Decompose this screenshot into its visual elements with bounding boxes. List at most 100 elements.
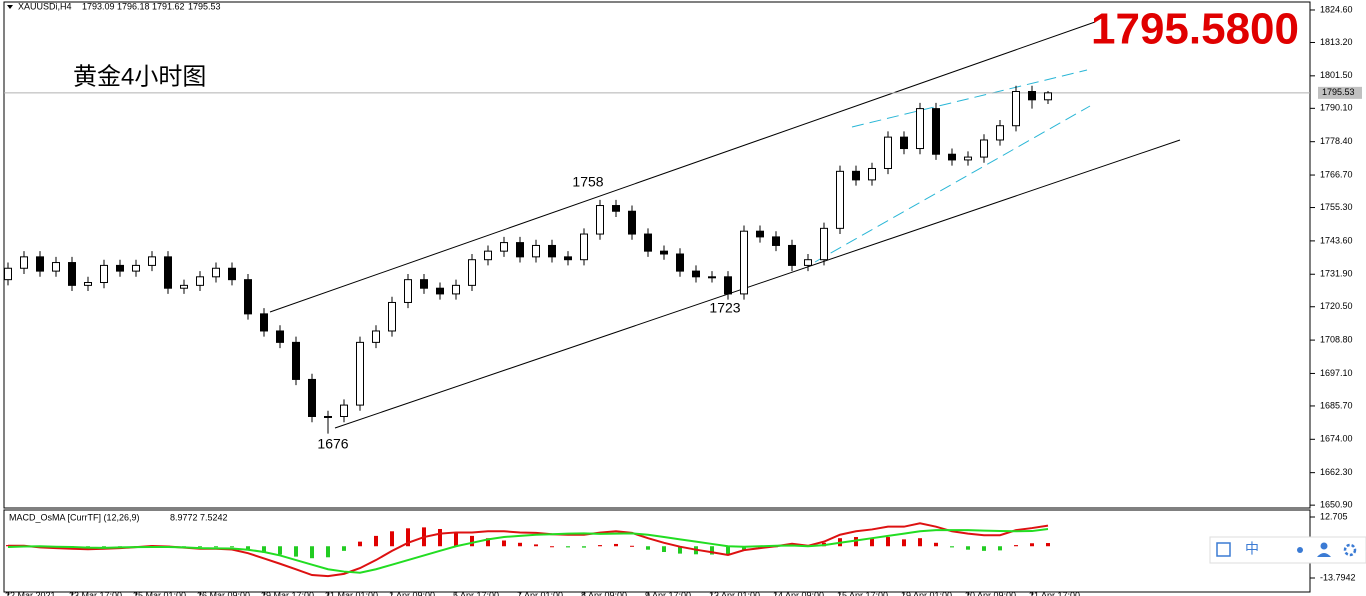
toolbar-ime[interactable]: 中 [1245,541,1259,557]
candle-body [372,330,380,343]
y-tick-label: 1697.10 [1320,368,1353,378]
histogram-bar [518,542,522,547]
candle-body [228,267,236,281]
x-tick-label: 20 Apr 09:00 [965,590,1016,596]
x-tick-label: 22 Mar 2021 [5,590,56,596]
x-tick-label: 13 Apr 01:00 [709,590,760,596]
candle-body [196,276,204,286]
histogram-bar [310,546,314,559]
candle-body [244,279,252,315]
y-tick-label: 1790.10 [1320,103,1353,113]
candle-body [420,279,428,289]
last-price-label: 1795.53 [1322,87,1355,97]
x-tick-label: 21 Apr 17:00 [1029,590,1080,596]
candle-body [52,262,60,272]
candle-body [4,267,12,281]
channel-upper [269,21,1096,313]
histogram-bar [214,546,218,548]
candle-body [916,108,924,150]
x-tick-label: 9 Apr 17:00 [645,590,691,596]
histogram-bar [966,546,970,550]
histogram-bar [390,531,394,547]
y-tick-label: 1743.60 [1320,235,1353,245]
candle-body [84,282,92,286]
wedge-lower [814,105,1091,263]
candle-body [388,301,396,332]
y-tick-label: 1731.90 [1320,269,1353,279]
histogram-bar [438,528,442,547]
candle-body [996,125,1004,141]
histogram-bar [918,538,922,547]
candle-body [260,313,268,332]
toolbar-icon[interactable] [1297,547,1303,553]
toolbar: 中 [1209,536,1366,564]
y-tick-label: 1755.30 [1320,202,1353,212]
candle-body [1044,92,1052,101]
candle-body [804,259,812,266]
x-tick-label: 25 Mar 01:00 [133,590,186,596]
indicator-name: MACD_OsMA [CurrTF] (12,26,9) [9,512,140,522]
y-tick-label: 1766.70 [1320,169,1353,179]
y-tick-label: 1813.20 [1320,37,1353,47]
x-tick-label: 5 Apr 17:00 [453,590,499,596]
candle-body [932,108,940,155]
candle-body [564,256,572,261]
y-tick-label: 1674.00 [1320,434,1353,444]
candle-body [212,267,220,278]
histogram-bar [278,546,282,555]
histogram-bar [902,539,906,547]
toolbar-icon[interactable] [1343,543,1357,557]
candle-body [964,156,972,161]
histogram-bar [198,546,202,548]
price-frame [3,1,1311,509]
candle-body [660,250,668,255]
candle-body [452,284,460,295]
candle-body [852,170,860,181]
histogram-bar [294,546,298,557]
candle-body [548,244,556,258]
candle-body [1028,91,1036,101]
candle-body [900,136,908,150]
candle-body [100,264,108,284]
candle-body [484,250,492,261]
histogram-bar [230,546,234,548]
candle-body [468,259,476,286]
histogram-bar [1046,543,1050,547]
indicator-readout: 7.5242 [200,512,228,522]
candle-body [324,415,332,418]
toolbar-icon[interactable] [1317,553,1331,557]
price-banner: 1795.5800 [1091,5,1299,54]
histogram-bar [470,535,474,547]
header-high: 1796.18 [117,1,150,11]
histogram-bar [646,546,650,550]
histogram-bar [614,543,618,547]
wedge-upper [851,69,1088,128]
candle-body [820,227,828,261]
candle-body [756,230,764,238]
toolbar-icon[interactable] [1216,542,1231,557]
candle-body [132,264,140,272]
toolbar-icon[interactable] [1320,542,1328,550]
header-open: 1793.09 [82,1,115,11]
histogram-bar [950,546,954,548]
candle-body [884,136,892,169]
y-tick-label: 1824.60 [1320,4,1353,14]
chart-title: 黄金4小时图 [73,63,206,90]
toolbar-box [1209,536,1366,564]
histogram-bar [374,535,378,547]
x-tick-label: 8 Apr 09:00 [581,590,627,596]
candle-body [436,287,444,295]
histogram-bar [1030,543,1034,547]
candle-body [740,230,748,295]
y-tick-label: 1662.30 [1320,467,1353,477]
candle-body [628,210,636,235]
histogram-bar [502,540,506,547]
candle-body [36,256,44,272]
macd-line [7,527,1049,574]
x-tick-label: 14 Apr 09:00 [773,590,824,596]
histogram-bar [1014,545,1018,547]
histogram-bar [358,541,362,547]
candle-body [532,244,540,258]
histogram-bar [598,545,602,547]
